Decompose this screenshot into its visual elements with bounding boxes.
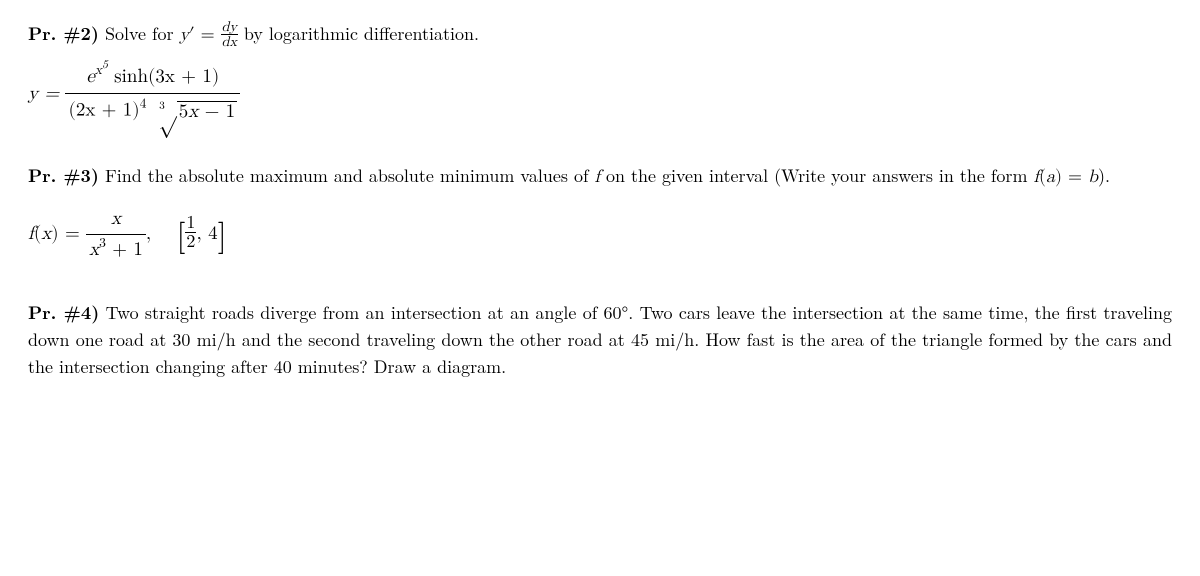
lhs: y = xyxy=(28,85,65,104)
problem-4-statement: Pr. #4) Two straight roads diverge from … xyxy=(28,299,1172,380)
problem-4: Pr. #4) Two straight roads diverge from … xyxy=(28,299,1172,380)
text: ). xyxy=(1098,163,1110,188)
y-prime: y′ xyxy=(180,26,195,44)
main-fraction: ex5 sinh(3x + 1) (2x + 1)4 3√5x − 1 xyxy=(65,63,240,127)
problem-2-header: Pr. #2) xyxy=(28,21,99,46)
den-base: (2x + 1) xyxy=(68,100,139,119)
root-index: 3 xyxy=(159,98,165,115)
problem-3-statement: Pr. #3) Find the absolute maximum and ab… xyxy=(28,162,1172,191)
numerator: ex5 sinh(3x + 1) xyxy=(65,63,240,94)
denominator: (2x + 1)4 3√5x − 1 xyxy=(65,94,240,128)
text: on the given interval (Write your answer… xyxy=(600,163,1033,188)
sinh: sinh xyxy=(108,67,148,86)
problem-3-header: Pr. #3) xyxy=(28,163,99,188)
text: Solve for xyxy=(99,21,180,46)
x: x xyxy=(95,63,102,77)
text: by logarithmic differentiation. xyxy=(238,21,479,46)
right-bracket: ] xyxy=(218,221,227,253)
problem-2-statement: Pr. #2) Solve for y′ = dydx by logarithm… xyxy=(28,20,1172,49)
dx: dx xyxy=(221,35,238,49)
var-y: y xyxy=(180,26,190,44)
comma: , xyxy=(196,224,201,243)
two: 2 xyxy=(185,233,196,251)
e: e xyxy=(86,67,94,86)
equals: = xyxy=(195,21,221,46)
left-bracket: [ xyxy=(176,221,185,253)
problem-4-header: Pr. #4) xyxy=(28,300,99,325)
form: f(a) = b xyxy=(1033,168,1098,186)
comma: , xyxy=(146,224,151,243)
cube: 3 xyxy=(99,236,106,250)
text: Find the absolute maximum and absolute m… xyxy=(99,163,595,188)
problem-2: Pr. #2) Solve for y′ = dydx by logarithm… xyxy=(28,20,1172,128)
plus-one: + 1 xyxy=(106,240,143,259)
dy-dx: dydx xyxy=(221,20,238,49)
sinh-arg: (3x + 1) xyxy=(148,67,219,86)
radicand: 5x − 1 xyxy=(177,101,237,121)
one-half: 12 xyxy=(185,214,196,251)
den-power: 4 xyxy=(140,96,147,110)
fx: f(x) = xyxy=(28,224,86,243)
denominator: x3 + 1 xyxy=(86,235,146,265)
problem-3-equation: f(x) = x x3 + 1 , [12, 4] xyxy=(28,205,1172,265)
problem-4-text: Two straight roads diverge from an inter… xyxy=(28,300,1172,379)
problem-3: Pr. #3) Find the absolute maximum and ab… xyxy=(28,162,1172,265)
problem-2-equation: y = ex5 sinh(3x + 1) (2x + 1)4 3√5x − 1 xyxy=(28,63,1172,127)
x: x xyxy=(89,240,99,259)
dy: dy xyxy=(221,20,238,35)
cube-root: 3√5x − 1 xyxy=(153,95,237,128)
one: 1 xyxy=(185,214,196,233)
rational-fn: x x3 + 1 xyxy=(86,205,146,265)
four: 4 xyxy=(208,224,218,243)
numerator: x xyxy=(86,205,146,236)
